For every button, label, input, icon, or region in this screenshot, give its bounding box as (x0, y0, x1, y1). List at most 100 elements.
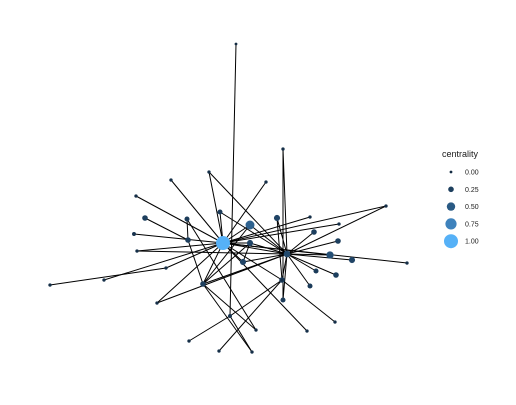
legend-label: 0.00 (465, 170, 479, 177)
graph-node (132, 232, 136, 236)
graph-edge (222, 205, 387, 244)
graph-node (164, 266, 168, 270)
graph-edge (242, 242, 251, 263)
graph-node (254, 328, 258, 332)
graph-edge (187, 239, 204, 285)
graph-node (142, 215, 148, 221)
graph-node (305, 329, 309, 333)
graph-edge (218, 279, 283, 352)
legend-label: 0.25 (465, 187, 479, 194)
graph-edge (276, 217, 283, 281)
graph-node (337, 222, 341, 226)
graph-node (135, 249, 139, 253)
graph-edge (136, 242, 224, 252)
centrality-legend: centrality 0.00 0.25 0.50 0.75 1.00 (442, 149, 479, 249)
graph-node (326, 251, 334, 259)
graph-node (280, 278, 284, 282)
legend-label: 0.75 (465, 221, 479, 228)
graph-edge (170, 179, 224, 244)
graph-edge (202, 242, 251, 285)
graph-node (348, 256, 356, 264)
graph-node (134, 194, 138, 198)
graph-node (228, 314, 232, 318)
graph-edge (222, 242, 408, 264)
graph-edge (186, 218, 189, 241)
graph-node (313, 268, 319, 274)
graph-node (48, 283, 52, 287)
graph-edge (49, 267, 167, 286)
graph-edge (202, 242, 224, 285)
graph-node (405, 261, 409, 265)
graph-node (283, 250, 291, 258)
graph-edge (286, 253, 317, 272)
graph-edge (286, 240, 339, 255)
graph-edge (222, 242, 283, 281)
graph-node (169, 178, 173, 182)
graph-node (273, 214, 281, 222)
graph-edge (286, 253, 337, 276)
graph-node (333, 272, 339, 278)
graph-edge (286, 253, 353, 261)
graph-node (246, 239, 254, 247)
graph-edge (222, 216, 311, 244)
graph-node (217, 209, 223, 215)
graph-edge (202, 224, 251, 285)
graph-edge (229, 43, 237, 317)
graph-edge (144, 217, 189, 241)
graph-edge (249, 242, 288, 255)
graph-edge (219, 211, 288, 255)
graph-node (311, 229, 317, 235)
graph-edge (135, 195, 224, 244)
graph-edge (229, 279, 283, 317)
graph-node (335, 238, 341, 244)
graph-node (187, 339, 191, 343)
legend-label: 0.50 (465, 204, 479, 211)
graph-node (234, 42, 238, 46)
graph-edge (202, 283, 257, 331)
graph-edge (208, 171, 288, 255)
graph-edge (156, 253, 288, 304)
graph-node (384, 204, 388, 208)
legend-title: centrality (442, 149, 479, 159)
graph-edges (49, 43, 408, 353)
legend-swatch (445, 218, 457, 230)
graph-edge (282, 253, 288, 301)
graph-node (239, 258, 247, 266)
graph-nodes (48, 42, 409, 354)
graph-edge (165, 242, 224, 269)
legend-swatch (449, 170, 453, 174)
graph-node (200, 281, 206, 287)
graph-edge (286, 205, 387, 255)
graph-node (308, 215, 312, 219)
graph-edge (156, 242, 224, 304)
graph-node (280, 297, 286, 303)
graph-node (333, 320, 337, 324)
graph-node (307, 283, 313, 289)
graph-edge (222, 242, 308, 332)
graph-edge (186, 218, 257, 331)
legend-swatch (444, 234, 458, 249)
graph-edge (133, 233, 224, 244)
graph-node (250, 350, 254, 354)
graph-node (155, 301, 159, 305)
legend-label: 1.00 (465, 239, 479, 246)
graph-edge (276, 217, 288, 255)
legend-swatch (446, 202, 456, 211)
graph-node (245, 220, 255, 230)
graph-edge (208, 171, 224, 244)
graph-node (216, 236, 230, 250)
graph-edge (229, 315, 253, 353)
graph-edge (188, 315, 231, 342)
graph-node (217, 349, 221, 353)
graph-node (184, 216, 190, 222)
graph-node (185, 237, 191, 243)
graph-edge (286, 253, 311, 287)
graph-node (281, 147, 285, 151)
graph-edge (222, 181, 267, 244)
graph-node (102, 278, 106, 282)
legend-swatch (448, 186, 454, 193)
legend-items: 0.00 0.25 0.50 0.75 1.00 (444, 170, 479, 249)
graph-edge (281, 279, 336, 323)
